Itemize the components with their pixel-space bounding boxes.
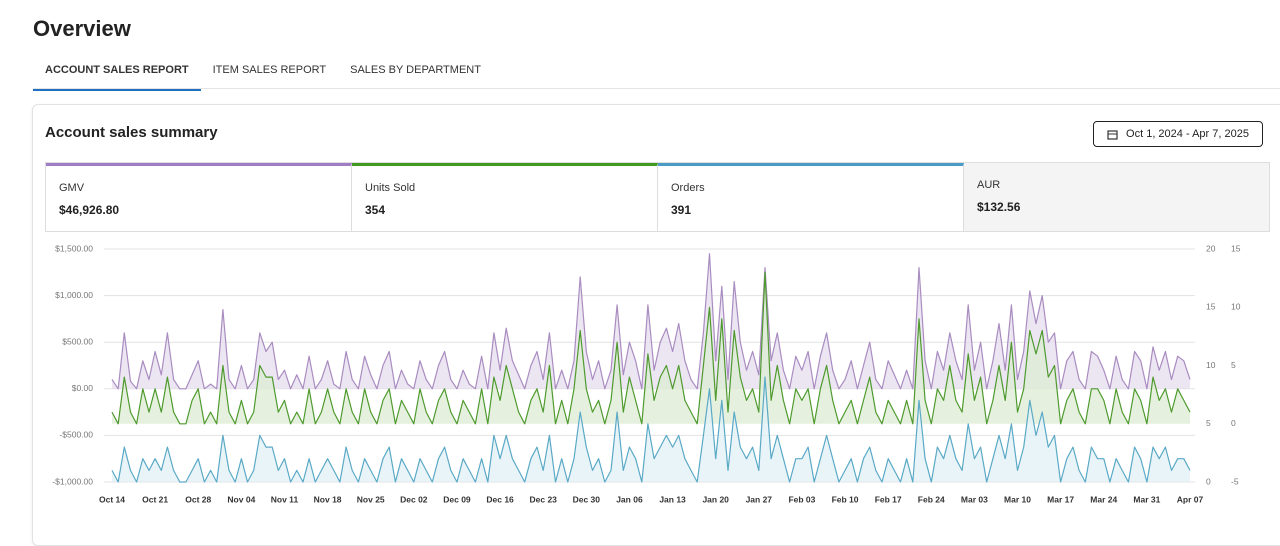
y-tick-label: -$500.00 (59, 430, 93, 440)
y2-tick-label: 5 (1206, 418, 1211, 428)
x-tick-label: Oct 14 (99, 494, 125, 504)
y2-tick-label: 0 (1206, 476, 1211, 486)
metric-card[interactable]: GMV $46,926.80 (46, 163, 352, 231)
chart: -$1,000.00 -$500.00 $0.00 $500.00 $1,000.00 $… (52, 243, 1241, 504)
card-value: $46,926.80 (59, 203, 120, 217)
x-tick-label: Jan 13 (659, 494, 686, 504)
card-label: Units Sold (365, 182, 416, 194)
card-value: 354 (365, 203, 386, 217)
metric-cards: GMV $46,926.80 Units Sold 354 Orders 391 AU… (45, 162, 1270, 232)
y-tick-label: $1,500.00 (55, 243, 93, 253)
y2-tick-label: 15 (1206, 302, 1216, 312)
card-value: 391 (671, 203, 692, 217)
x-tick-label: Dec 02 (400, 494, 428, 504)
x-tick-label: Oct 21 (142, 494, 168, 504)
x-tick-label: Mar 10 (1004, 494, 1031, 504)
x-tick-label: Dec 23 (529, 494, 557, 504)
y-tick-label: $1,000.00 (55, 290, 93, 300)
x-tick-label: Feb 17 (875, 494, 902, 504)
series-line (111, 253, 1191, 390)
tab[interactable]: ACCOUNT SALES REPORT (33, 62, 201, 91)
x-tick-label: Oct 28 (185, 494, 211, 504)
x-tick-label: Dec 16 (486, 494, 514, 504)
y3-tick-label: 10 (1231, 302, 1241, 312)
y-tick-label: $500.00 (62, 336, 93, 346)
series-line (111, 271, 1191, 425)
series-area (112, 377, 1190, 482)
x-tick-label: Jan 20 (702, 494, 729, 504)
metric-card[interactable]: Orders 391 (658, 163, 964, 231)
x-tick-label: Nov 18 (314, 494, 342, 504)
panel-title: Account sales summary (45, 124, 218, 141)
series-line (111, 376, 1191, 483)
calendar-icon (1107, 129, 1118, 140)
tab[interactable]: SALES BY DEPARTMENT (350, 64, 481, 76)
y-tick-label: -$1,000.00 (52, 476, 93, 486)
page-title: Overview (33, 16, 131, 41)
date-range: Oct 1, 2024 - Apr 7, 2025 (1126, 128, 1249, 140)
x-tick-label: Apr 07 (1177, 494, 1204, 504)
date-picker[interactable]: Oct 1, 2024 - Apr 7, 2025 (1093, 121, 1263, 147)
card-label: GMV (59, 182, 85, 194)
y-tick-label: $0.00 (72, 383, 94, 393)
x-tick-label: Nov 25 (357, 494, 385, 504)
tabs: ACCOUNT SALES REPORT ITEM SALES REPORT S… (33, 62, 493, 91)
x-tick-label: Dec 09 (443, 494, 471, 504)
x-tick-label: Feb 10 (832, 494, 859, 504)
card-label: AUR (977, 179, 1001, 191)
metric-card[interactable]: Units Sold 354 (352, 163, 658, 231)
x-tick-label: Mar 17 (1047, 494, 1074, 504)
x-tick-label: Feb 24 (918, 494, 945, 504)
page: Overview ACCOUNT SALES REPORT ITEM SALES… (32, 16, 1280, 546)
series-area (112, 272, 1190, 424)
y3-tick-label: -5 (1231, 476, 1239, 486)
x-tick-label: Jan 06 (616, 494, 643, 504)
tab[interactable]: ITEM SALES REPORT (212, 64, 327, 76)
metric-card[interactable]: AUR $132.56 (964, 163, 1269, 231)
x-tick-label: Feb 03 (788, 494, 815, 504)
y3-tick-label: 15 (1231, 243, 1241, 253)
x-tick-label: Jan 27 (746, 494, 773, 504)
x-tick-label: Nov 04 (227, 494, 255, 504)
x-tick-label: Mar 24 (1090, 494, 1117, 504)
card-label: Orders (671, 182, 705, 194)
x-tick-label: Dec 30 (573, 494, 601, 504)
y3-tick-label: 5 (1231, 360, 1236, 370)
divider (33, 88, 1280, 89)
x-tick-label: Mar 03 (961, 494, 988, 504)
x-tick-label: Nov 11 (271, 494, 299, 504)
y2-tick-label: 20 (1206, 243, 1216, 253)
y3-tick-label: 0 (1231, 418, 1236, 428)
x-tick-label: Mar 31 (1133, 494, 1160, 504)
card-value: $132.56 (977, 200, 1021, 214)
y2-tick-label: 10 (1206, 360, 1216, 370)
